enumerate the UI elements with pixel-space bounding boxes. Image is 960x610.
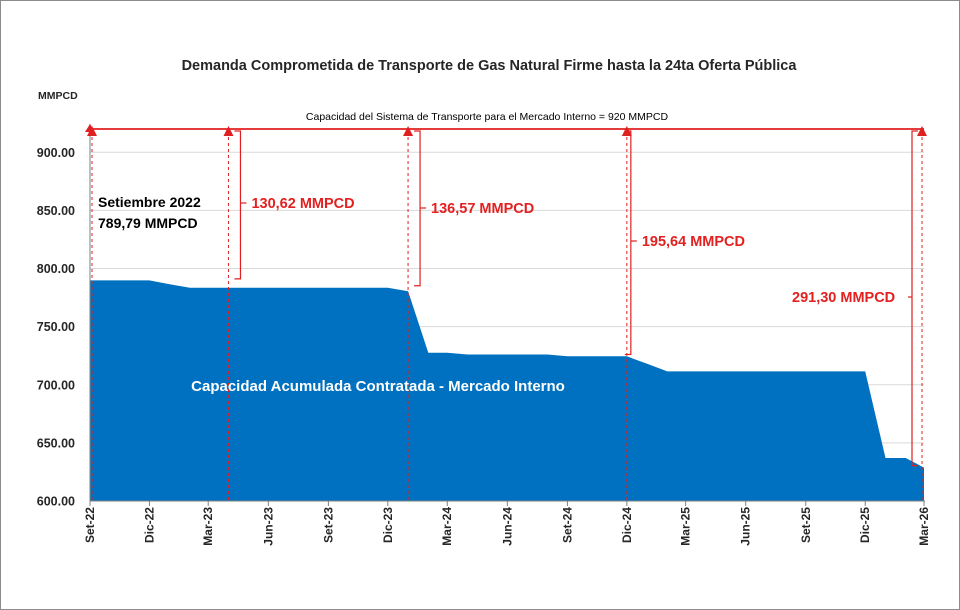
up-arrow-icon <box>87 126 97 136</box>
x-tick-label: Jun-25 <box>739 507 753 546</box>
annotation-label: 291,30 MMPCD <box>792 290 895 306</box>
annotation-bracket <box>234 130 242 280</box>
x-tick-label: Jun-24 <box>500 507 514 546</box>
x-tick-labels: Set-22 Dic-22 Mar-23 Jun-23 Set-23 Dic-23 Mar-… <box>83 507 931 546</box>
x-tick-label: Jun-23 <box>261 507 275 546</box>
y-tick-label: 650.00 <box>37 436 75 450</box>
capacity-label: Capacidad del Sistema de Transporte para… <box>306 111 669 123</box>
y-tick-label: 750.00 <box>37 320 75 334</box>
annotation-label: 136,57 MMPCD <box>431 201 534 217</box>
area-layer <box>90 280 924 501</box>
y-tick-label: 900.00 <box>37 146 75 160</box>
x-tick-label: Dic-24 <box>620 507 634 543</box>
y-axis-unit: MMPCD <box>38 90 78 102</box>
y-tick-label: 700.00 <box>37 378 75 392</box>
annotation-bracket <box>414 130 421 287</box>
x-tick-label: Mar-25 <box>679 507 693 546</box>
x-tick-label: Set-25 <box>799 507 813 543</box>
annotation-label: 195,64 MMPCD <box>642 234 745 250</box>
x-tick-label: Mar-24 <box>440 507 454 546</box>
annotation-bracket <box>911 130 918 467</box>
annotation-bracket <box>624 130 632 356</box>
annotation-start-date: Setiembre 2022 <box>98 194 201 210</box>
up-arrow-icon <box>223 126 234 136</box>
x-tick-label: Dic-23 <box>381 507 395 543</box>
x-tick-label: Mar-26 <box>917 507 931 546</box>
area-series-contracted <box>90 280 924 501</box>
x-tick-label: Mar-23 <box>201 507 215 546</box>
x-tick-label: Set-23 <box>321 507 335 543</box>
y-tick-label: 850.00 <box>37 204 75 218</box>
y-tick-labels: 600.00 650.00 700.00 750.00 800.00 850.00 900.… <box>37 146 75 509</box>
x-tick-label: Set-24 <box>560 507 574 543</box>
x-tick-label: Dic-22 <box>142 507 156 543</box>
x-tick-label: Dic-25 <box>858 507 872 543</box>
y-tick-label: 800.00 <box>37 262 75 276</box>
y-tick-label: 600.00 <box>37 495 75 509</box>
axes <box>89 124 925 506</box>
chart-title: Demanda Comprometida de Transporte de Ga… <box>182 58 798 74</box>
up-arrow-icon <box>403 126 414 136</box>
capacity-layer <box>85 124 924 132</box>
annotation-label: 130,62 MMPCD <box>251 196 354 212</box>
annotation-layer: 130,62 MMPCD 136,57 MMPCD 195,64 MMPCD 291,… <box>87 126 927 501</box>
x-tick-label: Set-22 <box>83 507 97 543</box>
up-arrow-icon <box>917 126 927 136</box>
annotation-start-value: 789,79 MMPCD <box>98 215 198 231</box>
area-label: Capacidad Acumulada Contratada - Mercado… <box>191 378 565 395</box>
